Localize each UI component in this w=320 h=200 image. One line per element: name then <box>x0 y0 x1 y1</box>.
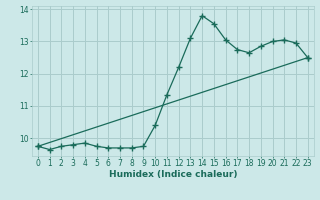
X-axis label: Humidex (Indice chaleur): Humidex (Indice chaleur) <box>108 170 237 179</box>
